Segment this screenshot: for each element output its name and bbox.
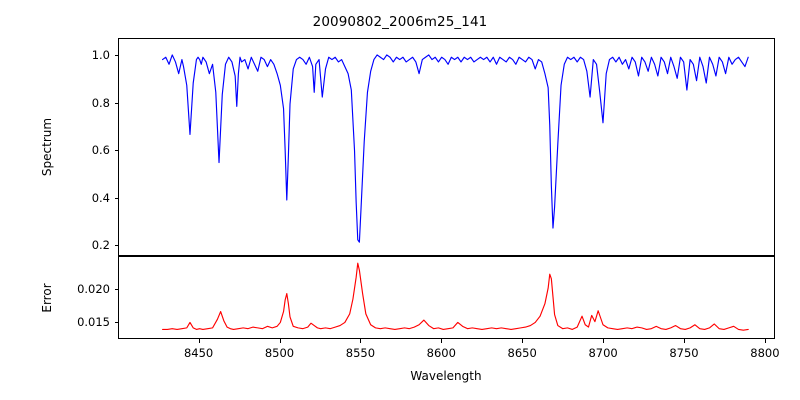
ytick-label-spectrum-5: 0.2 [91, 238, 110, 252]
ytick-mark-spectrum-1 [114, 55, 118, 57]
spectrum-plot-area [118, 38, 775, 256]
ytick-label-spectrum-3: 0.6 [91, 143, 110, 157]
xtick-label-8: 8800 [750, 346, 780, 360]
xtick-mark-8 [764, 339, 766, 343]
ytick-mark-error-2 [114, 322, 118, 324]
xtick-mark-2 [279, 339, 281, 343]
ytick-mark-error-1 [114, 289, 118, 291]
x-axis-label-wavelength: Wavelength [410, 369, 482, 383]
ytick-label-spectrum-2: 0.8 [91, 95, 110, 110]
xtick-label-6: 8700 [588, 346, 618, 360]
xtick-label-5: 8650 [507, 346, 537, 360]
xtick-mark-3 [360, 339, 362, 343]
xtick-label-7: 8750 [669, 346, 699, 360]
page-title: 20090802_2006m25_141 [312, 14, 488, 30]
spectrum-svg [161, 54, 749, 243]
ytick-label-spectrum-1: 1.0 [91, 48, 110, 62]
ytick-mark-spectrum-3 [114, 150, 118, 152]
xtick-label-2: 8500 [264, 346, 295, 360]
xtick-mark-6 [603, 339, 605, 343]
ytick-mark-spectrum-2 [114, 102, 118, 104]
ytick-mark-spectrum-5 [114, 245, 118, 247]
xtick-label-3: 8550 [345, 346, 376, 360]
ytick-mark-spectrum-4 [114, 197, 118, 199]
error-plot-area [118, 256, 775, 339]
error-line [161, 262, 749, 331]
ytick-label-error-2: 0.015 [77, 315, 110, 329]
xtick-mark-5 [522, 339, 524, 343]
xtick-mark-4 [441, 339, 443, 343]
xtick-mark-1 [198, 339, 200, 343]
xtick-label-4: 8600 [426, 346, 456, 360]
spectrum-line [161, 54, 749, 243]
ytick-label-error-1: 0.020 [77, 282, 110, 296]
xtick-label-1: 8450 [183, 346, 214, 360]
ytick-label-spectrum-4: 0.4 [91, 190, 110, 205]
y-axis-label-error: Error [40, 283, 54, 313]
y-axis-label-spectrum: Spectrum [40, 117, 54, 177]
error-svg [161, 262, 749, 331]
xtick-mark-7 [684, 339, 686, 343]
